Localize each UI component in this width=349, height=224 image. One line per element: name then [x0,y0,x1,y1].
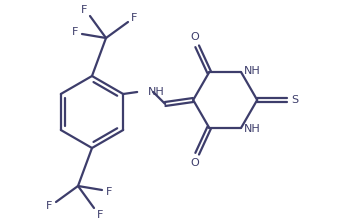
Text: NH: NH [244,66,261,76]
Text: F: F [97,210,103,220]
Text: F: F [81,5,87,15]
Text: NH: NH [148,87,165,97]
Text: NH: NH [244,124,261,134]
Text: F: F [106,187,112,197]
Text: S: S [292,95,299,105]
Text: O: O [191,32,200,42]
Text: F: F [131,13,137,23]
Text: F: F [72,27,78,37]
Text: O: O [191,158,200,168]
Text: F: F [46,201,52,211]
